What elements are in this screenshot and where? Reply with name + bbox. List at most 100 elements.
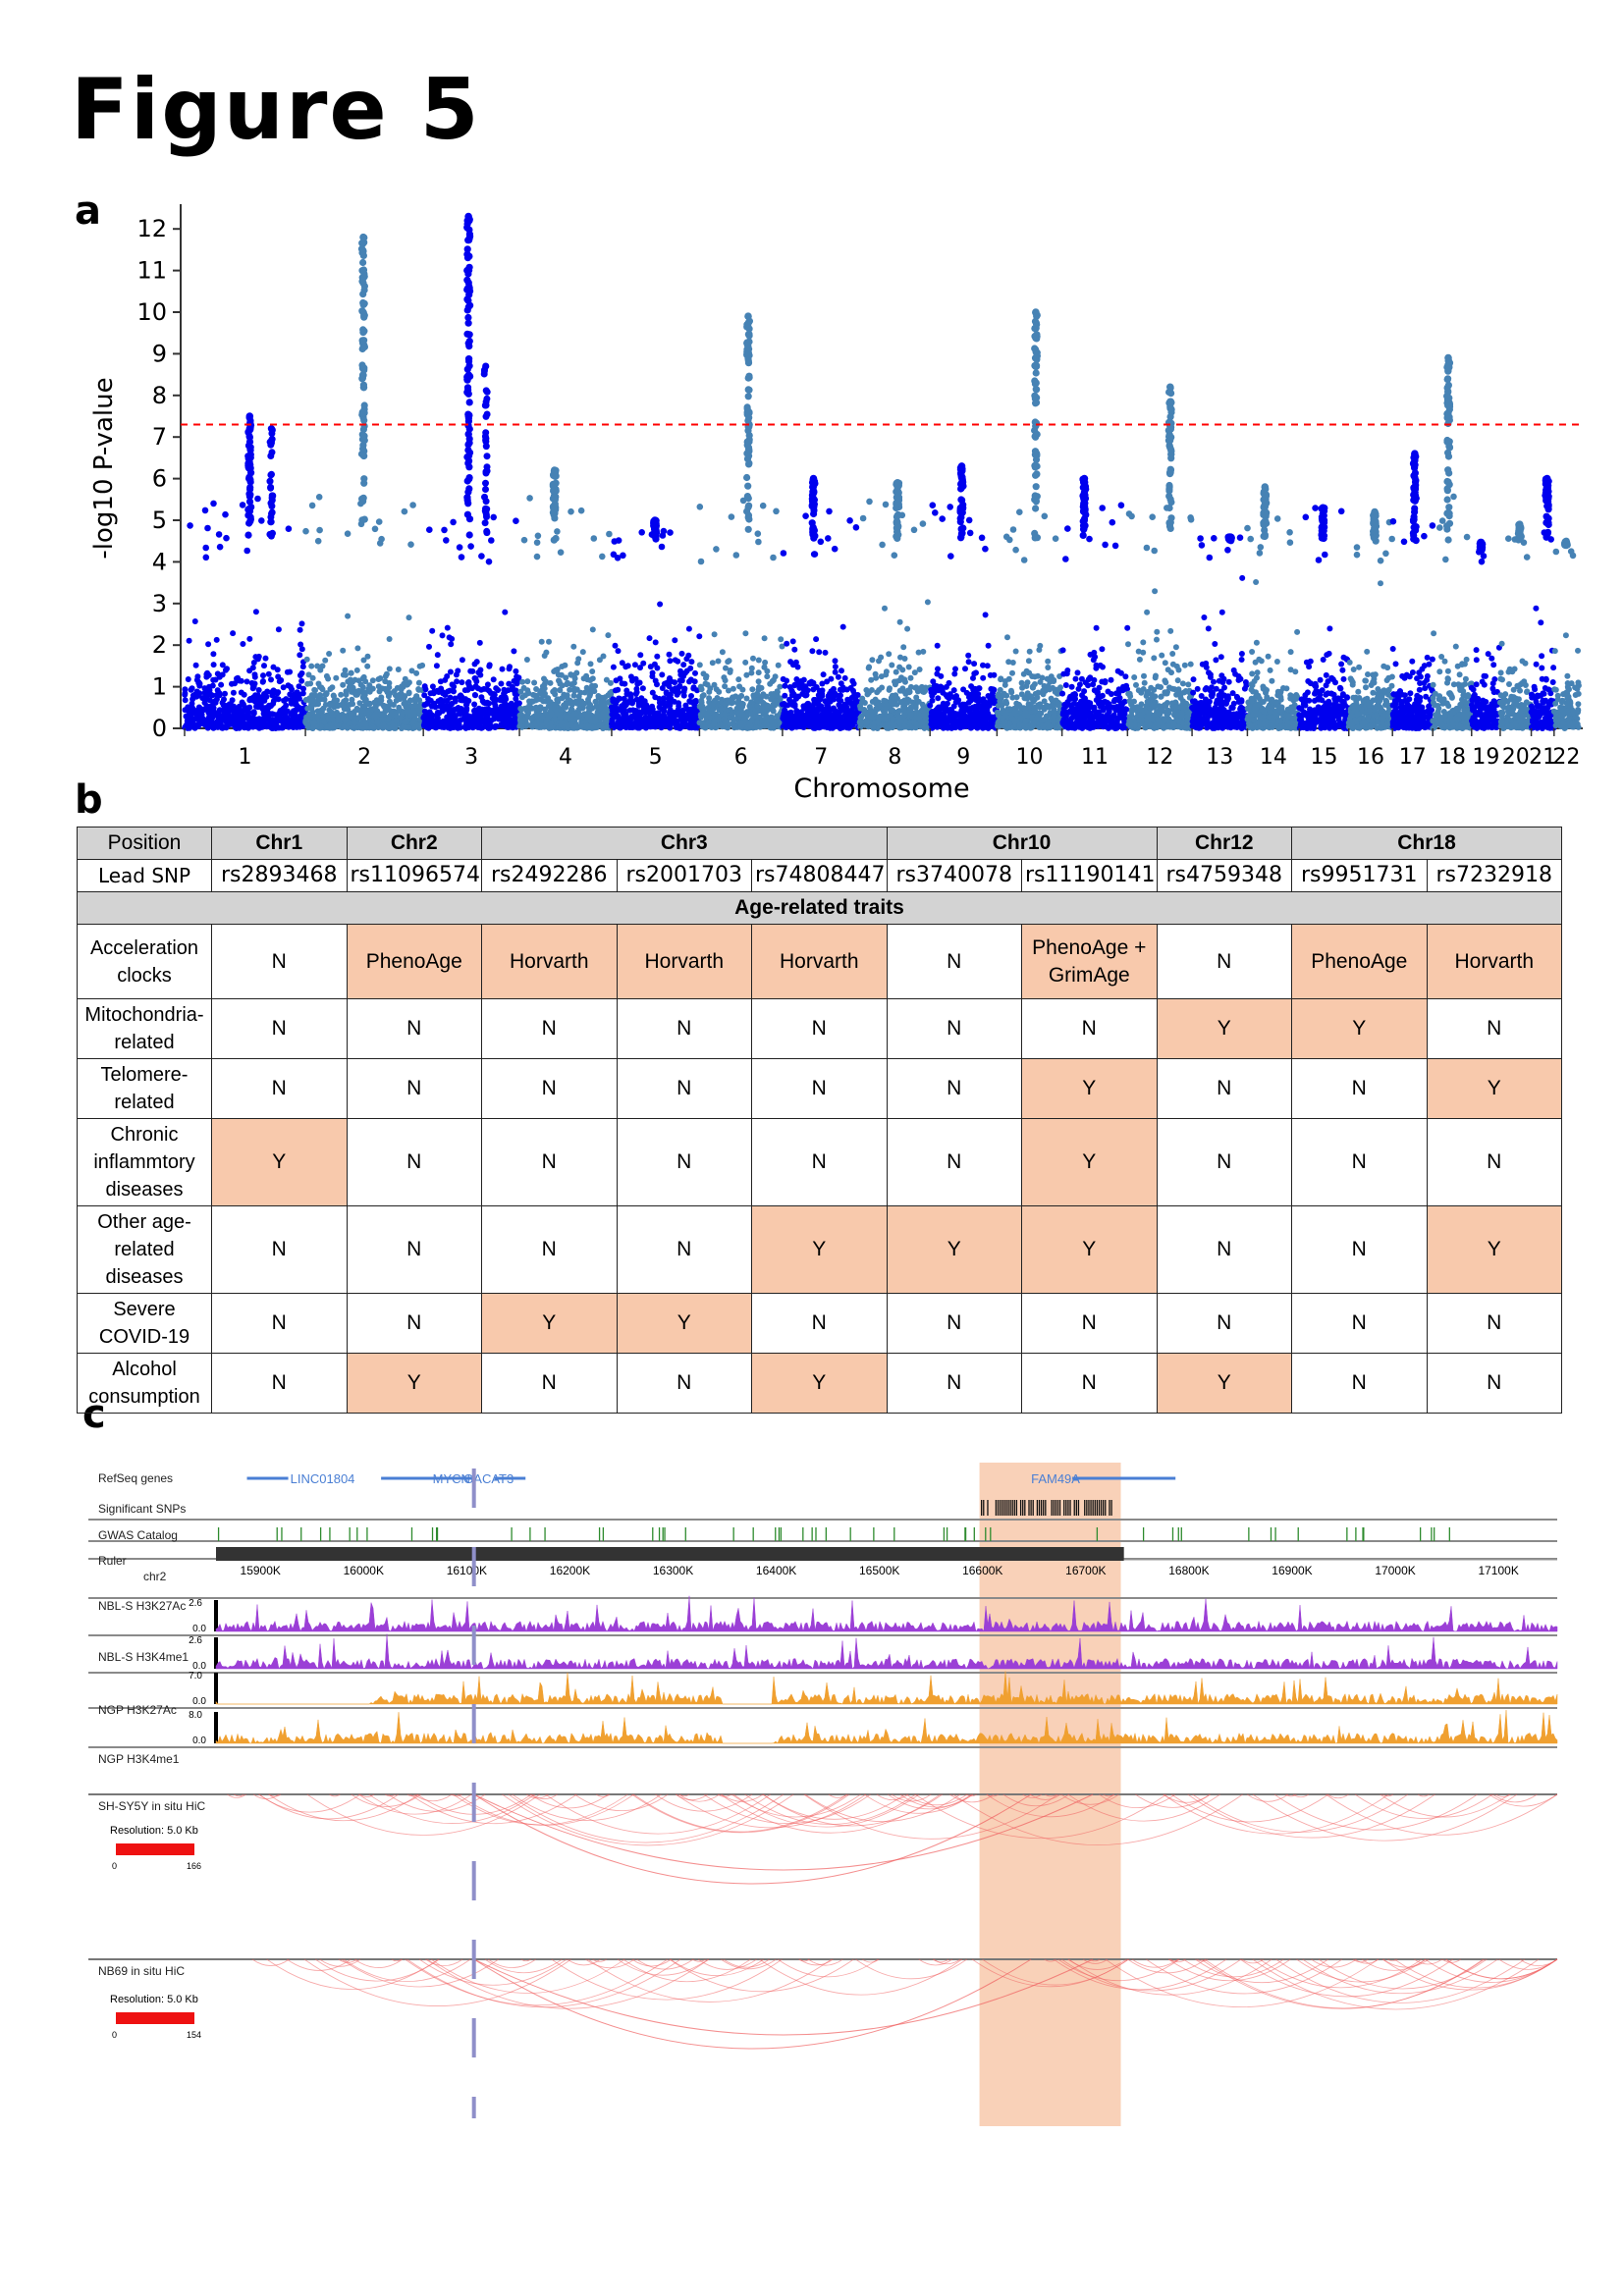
snp-point: [513, 667, 519, 674]
snp-point: [610, 664, 617, 670]
snp-point: [978, 709, 985, 716]
snp-point: [564, 701, 570, 708]
y-tick-label: 0: [152, 715, 167, 742]
snp-point: [749, 686, 756, 693]
snp-point: [912, 715, 919, 721]
snp-point: [937, 710, 944, 717]
snp-point: [609, 707, 616, 714]
snp-point: [680, 672, 687, 679]
snp-point: [408, 667, 415, 674]
snp-point: [481, 493, 488, 501]
snp-point: [340, 647, 347, 654]
snp-point: [386, 636, 393, 642]
snp-point: [817, 538, 825, 546]
snp-point: [361, 698, 368, 705]
snp-point: [666, 651, 673, 658]
snp-point: [892, 678, 897, 685]
snp-point: [288, 711, 295, 718]
snp-point: [879, 541, 886, 549]
snp-point: [283, 696, 290, 703]
snp-point: [901, 703, 908, 710]
snp-point: [210, 662, 217, 668]
snp-point: [808, 519, 816, 527]
snp-point: [345, 613, 352, 619]
snp-point: [587, 691, 594, 698]
snp-point: [571, 687, 578, 694]
snp-point: [592, 682, 599, 689]
snp-point: [858, 713, 865, 720]
snp-point: [915, 698, 922, 705]
snp-point: [340, 681, 347, 688]
snp-point: [821, 707, 828, 714]
snp-point: [482, 707, 489, 713]
snp-point: [366, 682, 373, 689]
snp-point: [738, 692, 745, 699]
snp-point: [358, 708, 365, 715]
snp-point: [897, 719, 904, 724]
snp-point: [948, 724, 955, 731]
snp-point: [463, 376, 471, 384]
snp-point: [709, 660, 716, 667]
snp-point: [900, 713, 907, 720]
snp-point: [576, 705, 583, 712]
snp-point: [251, 671, 258, 678]
snp-point: [182, 697, 189, 704]
snp-point: [269, 724, 275, 731]
snp-point: [268, 676, 274, 683]
snp-point: [220, 702, 227, 709]
snp-point: [685, 652, 692, 659]
snp-point: [894, 523, 902, 531]
snp-point: [328, 709, 335, 716]
snp-point: [1008, 689, 1015, 696]
snp-point: [382, 678, 389, 685]
snp-point: [253, 703, 259, 710]
snp-point: [690, 718, 697, 724]
snp-point: [623, 687, 630, 694]
snp-point: [464, 697, 471, 704]
snp-point: [726, 687, 731, 694]
snp-point: [257, 694, 264, 701]
snp-point: [315, 494, 323, 501]
snp-point: [275, 626, 282, 633]
snp-point: [519, 694, 525, 701]
snp-point: [814, 719, 821, 725]
snp-point: [303, 656, 310, 663]
y-tick-label: 1: [152, 673, 167, 701]
snp-point: [674, 710, 680, 716]
snp-point: [267, 483, 275, 491]
snp-point: [633, 718, 640, 723]
snp-point: [185, 676, 191, 682]
snp-point: [745, 460, 753, 468]
snp-point: [952, 666, 958, 672]
snp-point: [253, 723, 260, 730]
snp-point: [839, 686, 846, 693]
snp-point: [735, 676, 742, 683]
x-axis-label: Chromosome: [793, 774, 969, 804]
snp-point: [985, 642, 992, 649]
snp-point: [398, 686, 405, 693]
snp-point: [510, 710, 516, 717]
snp-point: [889, 662, 895, 668]
snp-point: [448, 717, 455, 723]
snp-point: [465, 435, 473, 443]
snp-point: [754, 719, 761, 725]
snp-point: [647, 721, 654, 727]
snp-point: [790, 691, 797, 698]
snp-point: [910, 526, 918, 534]
snp-point: [284, 668, 291, 675]
snp-point: [754, 703, 761, 710]
snp-point: [866, 664, 873, 670]
snp-point: [411, 696, 418, 703]
snp-point: [744, 495, 752, 503]
snp-point: [524, 678, 531, 685]
snp-point: [298, 620, 305, 627]
snp-point: [439, 632, 446, 639]
snp-point: [456, 544, 463, 551]
peak-point: [464, 212, 472, 221]
snp-point: [513, 695, 519, 702]
snp-point: [519, 678, 526, 685]
snp-point: [197, 712, 204, 719]
snp-point: [526, 495, 533, 502]
snp-point: [250, 710, 257, 717]
